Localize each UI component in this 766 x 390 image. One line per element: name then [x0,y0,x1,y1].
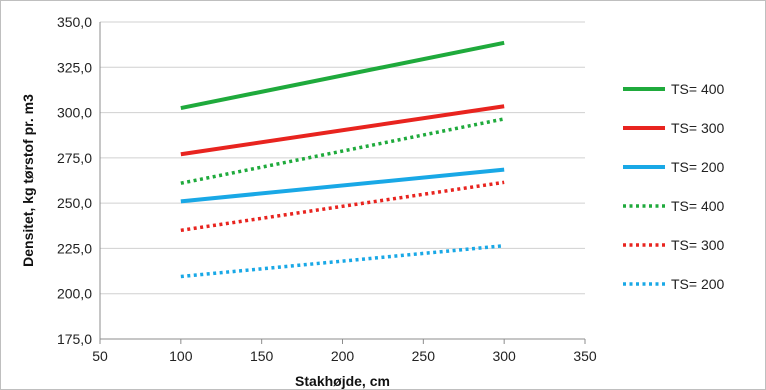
y-tick-label: 175,0 [57,331,92,347]
series-line-3 [180,167,505,204]
series-line-1 [180,40,505,111]
y-tick-label: 250,0 [57,195,92,211]
x-tick-label: 150 [250,348,274,364]
grid-layer [100,21,585,295]
y-tick-label: 275,0 [57,150,92,166]
y-axis-title: Densitet, kg tørstof pr. m3 [20,94,36,267]
y-tick-label: 225,0 [57,240,92,256]
y-tick-label: 200,0 [57,286,92,302]
legend-label-6: TS= 200 [671,276,725,292]
legend: TS= 400 TS= 300 TS= 200 TS= 400 TS= 300 TS= 2… [623,81,725,292]
x-tick-label: 300 [492,348,516,364]
legend-label-2: TS= 300 [671,120,725,136]
series-layer [180,40,505,279]
axes-layer: 175,0 200,0 225,0 250,0 275,0 300,0 325,0 350,0… [57,14,597,364]
y-tick-label: 350,0 [57,14,92,30]
legend-label-1: TS= 400 [671,81,725,97]
x-tick-label: 200 [331,348,355,364]
x-tick-label: 350 [573,348,597,364]
legend-label-3: TS= 200 [671,159,725,175]
legend-label-4: TS= 400 [671,198,725,214]
series-line-4 [180,117,505,185]
series-line-6 [180,243,505,279]
x-tick-label: 250 [412,348,436,364]
x-axis-title: Stakhøjde, cm [295,373,390,389]
legend-label-5: TS= 300 [671,237,725,253]
x-tick-label: 50 [92,348,108,364]
y-tick-label: 300,0 [57,105,92,121]
x-tick-label: 100 [169,348,193,364]
series-line-5 [180,180,505,233]
series-line-2 [180,104,505,157]
y-tick-label: 325,0 [57,59,92,75]
